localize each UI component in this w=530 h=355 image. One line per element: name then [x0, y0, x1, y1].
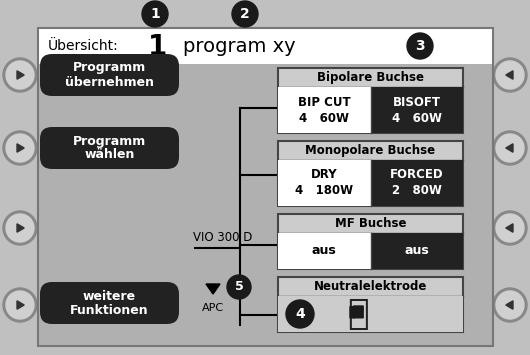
FancyBboxPatch shape	[278, 277, 463, 332]
Polygon shape	[17, 224, 24, 232]
Text: MF Buchse: MF Buchse	[335, 217, 407, 230]
Text: FORCED: FORCED	[390, 169, 444, 181]
Text: Funktionen: Funktionen	[70, 304, 149, 317]
Circle shape	[232, 1, 258, 27]
Text: 1: 1	[148, 33, 167, 61]
Circle shape	[142, 1, 168, 27]
Circle shape	[3, 288, 37, 322]
Circle shape	[496, 214, 524, 242]
Circle shape	[496, 134, 524, 162]
Text: aus: aus	[404, 245, 429, 257]
Text: Programm: Programm	[73, 135, 146, 147]
Text: DRY: DRY	[311, 169, 338, 181]
Text: BISOFT: BISOFT	[393, 95, 441, 109]
FancyBboxPatch shape	[370, 160, 463, 206]
FancyBboxPatch shape	[38, 28, 493, 64]
Text: Bipolare Buchse: Bipolare Buchse	[317, 71, 424, 84]
Text: 👍: 👍	[347, 297, 369, 331]
Circle shape	[286, 300, 314, 328]
Circle shape	[3, 58, 37, 92]
Text: 3: 3	[415, 39, 425, 53]
FancyBboxPatch shape	[278, 160, 370, 206]
Circle shape	[6, 291, 34, 319]
Text: 2   80W: 2 80W	[392, 185, 441, 197]
Polygon shape	[206, 284, 220, 294]
FancyBboxPatch shape	[349, 306, 355, 318]
FancyBboxPatch shape	[278, 87, 370, 133]
Text: program xy: program xy	[183, 37, 296, 55]
Circle shape	[496, 61, 524, 89]
Text: 4   60W: 4 60W	[299, 111, 349, 125]
Text: Monopolare Buchse: Monopolare Buchse	[305, 144, 436, 157]
Polygon shape	[17, 144, 24, 152]
FancyBboxPatch shape	[40, 54, 179, 96]
Circle shape	[493, 58, 527, 92]
Text: APC: APC	[202, 303, 224, 313]
Circle shape	[496, 291, 524, 319]
FancyBboxPatch shape	[278, 68, 463, 133]
FancyBboxPatch shape	[40, 282, 179, 324]
FancyBboxPatch shape	[370, 87, 463, 133]
Text: 1: 1	[150, 7, 160, 21]
Text: 5: 5	[235, 280, 243, 294]
Circle shape	[493, 288, 527, 322]
Text: übernehmen: übernehmen	[65, 76, 154, 88]
Circle shape	[6, 134, 34, 162]
Circle shape	[407, 33, 433, 59]
Circle shape	[3, 211, 37, 245]
FancyBboxPatch shape	[353, 305, 364, 311]
Text: 4: 4	[295, 307, 305, 321]
Text: Programm: Programm	[73, 61, 146, 75]
Polygon shape	[506, 224, 513, 232]
Text: Übersicht:: Übersicht:	[48, 39, 119, 53]
FancyBboxPatch shape	[370, 233, 463, 269]
FancyBboxPatch shape	[353, 308, 364, 318]
Circle shape	[227, 275, 251, 299]
Text: 2: 2	[240, 7, 250, 21]
Text: 4   180W: 4 180W	[295, 185, 354, 197]
Text: wählen: wählen	[84, 148, 135, 162]
FancyBboxPatch shape	[40, 127, 179, 169]
Text: aus: aus	[312, 245, 337, 257]
Circle shape	[6, 214, 34, 242]
Polygon shape	[17, 301, 24, 309]
FancyBboxPatch shape	[278, 296, 463, 332]
Text: BIP CUT: BIP CUT	[298, 95, 350, 109]
Text: 4   60W: 4 60W	[392, 111, 441, 125]
FancyBboxPatch shape	[278, 214, 463, 269]
Circle shape	[493, 211, 527, 245]
FancyBboxPatch shape	[278, 141, 463, 206]
FancyBboxPatch shape	[38, 28, 493, 346]
Circle shape	[493, 131, 527, 165]
Polygon shape	[506, 144, 513, 152]
FancyBboxPatch shape	[278, 233, 370, 269]
Polygon shape	[506, 71, 513, 79]
Text: Neutralelektrode: Neutralelektrode	[314, 280, 427, 293]
Circle shape	[3, 131, 37, 165]
Circle shape	[6, 61, 34, 89]
Polygon shape	[17, 71, 24, 79]
Text: VIO 300 D: VIO 300 D	[193, 231, 252, 244]
Text: weitere: weitere	[83, 289, 136, 302]
Polygon shape	[506, 301, 513, 309]
